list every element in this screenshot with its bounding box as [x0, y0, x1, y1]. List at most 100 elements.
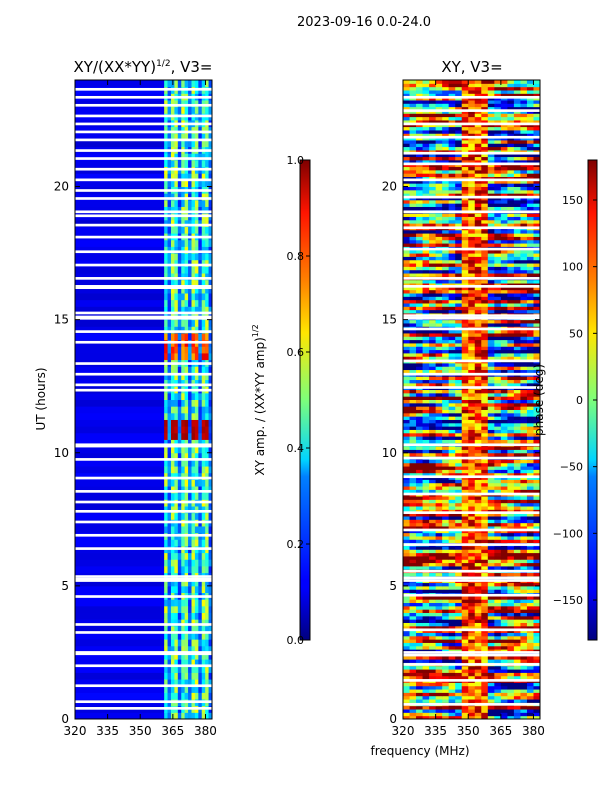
heatmap-cell — [507, 239, 515, 244]
heatmap-cell — [208, 672, 212, 680]
heatmap-cell — [188, 206, 192, 214]
heatmap-cell — [461, 545, 469, 550]
heatmap-cell — [75, 293, 165, 301]
heatmap-cell — [403, 605, 410, 610]
heatmap-cell — [533, 689, 540, 693]
heatmap-cell — [174, 179, 179, 187]
heatmap-cell — [448, 649, 456, 653]
heatmap-cell — [416, 283, 423, 287]
heatmap-cell — [429, 469, 436, 474]
heatmap-cell — [435, 179, 443, 184]
heatmap-cell — [494, 273, 502, 277]
heatmap-cell — [416, 515, 423, 520]
heatmap-cell — [403, 206, 410, 211]
heatmap-cell — [429, 206, 436, 211]
heatmap-cell — [494, 486, 502, 490]
heatmap-cell — [442, 332, 449, 337]
heatmap-cell — [533, 669, 540, 673]
heatmap-cell — [500, 512, 508, 517]
heatmap-cell — [526, 619, 534, 623]
heatmap-cell — [520, 619, 528, 623]
heatmap-cell — [416, 229, 423, 234]
heatmap-cell — [429, 249, 436, 254]
heatmap-cell — [201, 432, 206, 440]
heatmap-cell — [526, 482, 534, 487]
heatmap-cell — [164, 446, 168, 454]
heatmap-cell — [448, 253, 456, 257]
heatmap-cell — [416, 296, 423, 301]
heatmap-cell — [201, 199, 206, 207]
heatmap-cell — [442, 263, 449, 267]
x-tick-label: 380 — [194, 724, 217, 738]
heatmap-cell — [435, 466, 443, 470]
heatmap-cell — [409, 253, 417, 257]
heatmap-cell — [188, 392, 192, 400]
heatmap-cell — [205, 645, 209, 653]
heatmap-cell — [455, 339, 463, 344]
heatmap-cell — [442, 715, 449, 719]
heatmap-cell — [416, 336, 423, 341]
heatmap-cell — [409, 273, 417, 277]
heatmap-cell — [455, 412, 463, 417]
heatmap-cell — [181, 406, 185, 414]
heatmap-cell — [513, 479, 521, 484]
heatmap-cell — [164, 605, 168, 613]
heatmap-cell — [455, 219, 463, 224]
heatmap-cell — [513, 585, 521, 590]
heatmap-cell — [164, 246, 168, 254]
heatmap-cell — [174, 379, 179, 387]
heatmap-cell — [474, 236, 482, 241]
left-panel-title: XY/(XX*YY)1/2, V3= — [74, 58, 213, 76]
heatmap-cell — [487, 369, 495, 374]
heatmap-cell — [507, 213, 515, 217]
heatmap-cell — [181, 219, 185, 227]
heatmap-cell — [507, 223, 515, 227]
heatmap-cell — [198, 199, 203, 207]
heatmap-cell — [174, 226, 179, 234]
heatmap-cell — [507, 705, 515, 710]
heatmap-cell — [416, 382, 423, 387]
heatmap-cell — [201, 206, 206, 214]
heatmap-cell — [435, 535, 443, 540]
x-tick-label: 365 — [161, 724, 184, 738]
heatmap-cell — [520, 649, 528, 653]
heatmap-cell — [205, 585, 209, 594]
heatmap-cell — [513, 406, 521, 410]
heatmap-cell — [481, 452, 489, 457]
heatmap-cell — [181, 346, 185, 354]
heatmap-cell — [487, 525, 495, 530]
heatmap-cell — [448, 665, 456, 670]
heatmap-cell — [461, 286, 469, 291]
heatmap-cell — [170, 159, 175, 168]
heatmap-cell — [205, 599, 209, 607]
heatmap-cell — [170, 432, 175, 440]
heatmap-cell — [474, 446, 482, 450]
heatmap-cell — [487, 635, 495, 640]
heatmap-cell — [409, 266, 417, 271]
heatmap-cell — [164, 80, 168, 88]
heatmap-cell — [513, 296, 521, 301]
heatmap-cell — [416, 189, 423, 194]
heatmap-cell — [468, 263, 476, 267]
heatmap-cell — [507, 509, 515, 514]
heatmap-cell — [526, 655, 534, 660]
heatmap-cell — [201, 605, 206, 613]
heatmap-cell — [461, 399, 469, 404]
heatmap-cell — [174, 366, 179, 374]
heatmap-cell — [194, 619, 199, 627]
heatmap-cell — [468, 599, 476, 604]
data-gap — [75, 651, 212, 654]
heatmap-cell — [191, 273, 196, 281]
heatmap-cell — [520, 489, 528, 494]
heatmap-cell — [435, 379, 443, 384]
heatmap-cell — [422, 352, 430, 357]
heatmap-cell — [526, 259, 534, 264]
heatmap-cell — [448, 472, 456, 477]
heatmap-cell — [184, 332, 189, 341]
heatmap-cell — [487, 349, 495, 354]
heatmap-cell — [75, 679, 165, 687]
heatmap-cell — [500, 589, 508, 594]
heatmap-cell — [422, 615, 430, 620]
heatmap-cell — [507, 712, 515, 717]
heatmap-cell — [442, 699, 449, 703]
